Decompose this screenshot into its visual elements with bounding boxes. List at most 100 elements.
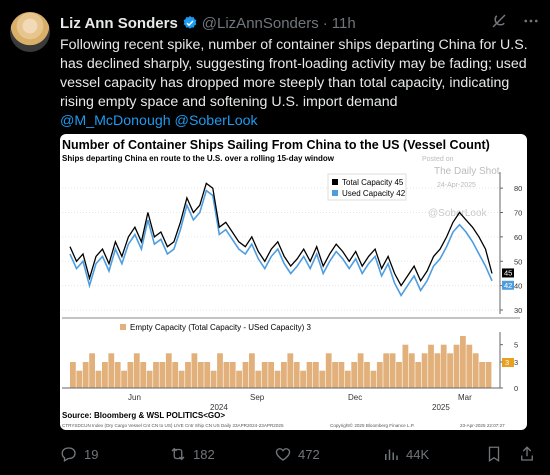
container-ships-chart: Number of Container Ships Sailing From C… [62,138,522,428]
empty-capacity-bar [408,353,415,388]
more-options-icon[interactable] [522,12,540,30]
empty-capacity-bar [383,353,390,388]
repost-button[interactable]: 182 [169,445,215,463]
watermark-source: The Daily Shot [434,166,500,177]
tweet-text: Following recent spike, number of contai… [60,37,528,110]
lower-end-value-label: 3 [505,358,509,367]
empty-capacity-bar [197,362,204,388]
tweet-header: Liz Ann Sonders @LizAnnSonders · 11h [60,12,540,34]
empty-capacity-bar [114,362,121,388]
empty-capacity-bar [242,362,249,388]
empty-capacity-bar [447,353,453,388]
bookmark-button[interactable] [485,445,503,463]
like-count: 472 [298,446,320,462]
lower-end-value-box [502,358,514,367]
separator-dot: · [322,14,328,32]
series-line-used-capacity [69,189,493,297]
heart-icon [275,448,291,461]
upper-y-tick-label: 30 [514,306,522,315]
empty-capacity-bar [82,362,89,388]
empty-capacity-bar [217,353,223,388]
empty-capacity-bar [421,353,428,388]
chart-title: Number of Container Ships Sailing From C… [62,138,490,152]
empty-capacity-bar [261,362,268,388]
empty-capacity-bar [108,353,115,388]
end-value-label: 45 [504,268,512,277]
chart-footer: CTRYSDCUN Index (Dry Cargo Vessel Cnt CN… [62,423,284,428]
legend-swatch [332,179,338,185]
lower-legend-label: Empty Capacity (Total Capacity - USed Ca… [130,323,312,332]
avatar[interactable] [10,12,50,52]
empty-capacity-bar [89,353,95,388]
tweet-mentions[interactable]: @M_McDonough @SoberLook [60,113,258,129]
chart-image[interactable]: Number of Container Ships Sailing From C… [60,134,527,430]
empty-capacity-bar [153,362,159,388]
empty-capacity-bar [466,344,473,388]
empty-capacity-bar [389,353,396,388]
lower-y-tick-label: 0 [514,384,518,393]
end-value-box [502,268,514,278]
chart-copyright: Copyright© 2025 Bloomberg Finance L.P. [330,422,415,428]
tweet-time[interactable]: 11h [331,14,356,32]
chart-source: Source: Bloomberg & WSL POLITICS<GO> [62,411,225,420]
empty-capacity-bar [300,370,306,388]
upper-legend-box [327,173,407,201]
empty-capacity-bar [210,370,217,388]
legend-label: Total Capacity 45 [342,178,404,187]
empty-capacity-bar [313,362,319,388]
author-name[interactable]: Liz Ann Sonders [60,14,178,32]
empty-capacity-bar [293,362,300,388]
empty-capacity-bar [338,362,345,388]
empty-capacity-bar [485,362,492,388]
empty-capacity-bar [121,370,127,388]
empty-capacity-bar [185,362,191,388]
empty-capacity-bar [223,362,230,388]
author-handle[interactable]: @LizAnnSonders [201,14,319,32]
empty-capacity-bar [102,362,108,388]
empty-capacity-bar [70,362,76,388]
empty-capacity-bar [479,362,485,388]
x-year-label: 2024 [210,403,228,412]
empty-capacity-bar [255,370,262,388]
x-tick-label: Sep [250,393,265,402]
reply-count: 19 [84,446,99,462]
tweet-body: Following recent spike, number of contai… [60,36,540,131]
empty-capacity-bar [306,362,313,388]
empty-capacity-bar [76,370,83,388]
empty-capacity-bar [370,370,377,388]
empty-capacity-bar [351,362,358,388]
empty-capacity-bar [229,362,236,388]
grok-icon[interactable] [490,12,508,30]
empty-capacity-bar [440,344,447,388]
empty-capacity-bar [268,362,274,388]
views-icon [385,449,398,460]
views-button[interactable]: 44K [382,445,429,463]
empty-capacity-bar [415,362,422,388]
end-value-label: 42 [504,281,512,290]
reply-icon [61,447,76,462]
like-button[interactable]: 472 [274,445,320,463]
x-year-label: 2025 [432,403,450,412]
empty-capacity-bar [159,362,166,388]
watermark-date: 24-Apr-2025 [437,182,476,189]
lower-legend-swatch [120,324,126,330]
x-tick-label: Mar [458,393,472,402]
empty-capacity-bar [364,362,370,388]
empty-capacity-bar [191,353,198,388]
lower-y-tick-label: 5 [514,341,518,350]
legend-label: Used Capacity 42 [342,189,406,198]
empty-capacity-bar [453,344,460,388]
empty-capacity-bar [204,362,211,388]
share-button[interactable] [518,445,536,463]
empty-capacity-bar [133,353,140,388]
reply-button[interactable]: 19 [60,445,98,463]
empty-capacity-bar [319,370,326,388]
share-icon [521,446,533,461]
upper-y-tick-label: 50 [514,257,522,266]
upper-y-tick-label: 60 [514,233,522,242]
tweet-actions: 19 182 472 44K [60,445,540,465]
empty-capacity-bar [396,362,402,388]
lower-y-tick-label: 3 [514,358,518,367]
chart-subtitle: Ships departing China en route to the U.… [62,154,335,163]
empty-capacity-bar [178,370,185,388]
